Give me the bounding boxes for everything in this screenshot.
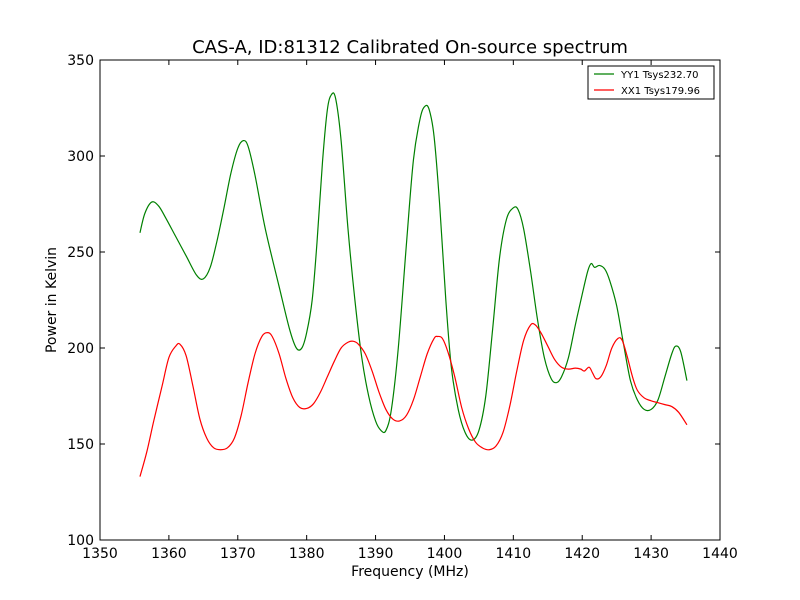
y-tick-label-0: 100 (67, 533, 94, 549)
y-tick-label-5: 350 (67, 53, 94, 69)
legend: YY1 Tsys232.70 XX1 Tsys179.96 (587, 65, 715, 100)
x-tick-label-2: 1370 (220, 546, 256, 562)
y-tick-label-4: 300 (67, 149, 94, 165)
x-tick-label-9: 1440 (702, 546, 738, 562)
chart-title: CAS-A, ID:81312 Calibrated On-source spe… (192, 37, 628, 58)
series-line-yy1 (139, 92, 688, 441)
x-tick-label-8: 1430 (633, 546, 669, 562)
y-tick-label-3: 250 (67, 245, 94, 261)
series-line-xx1 (139, 322, 688, 477)
x-tick-label-6: 1410 (496, 546, 532, 562)
x-tick-label-5: 1400 (427, 546, 463, 562)
x-tick-label-0: 1350 (82, 546, 118, 562)
axis-ticks: 1350 1360 1370 1380 1390 1400 1410 1420 1430 1440… (67, 53, 738, 562)
x-tick-label-1: 1360 (151, 546, 187, 562)
legend-label-yy1: YY1 Tsys232.70 (620, 70, 699, 81)
x-tick-label-3: 1380 (289, 546, 325, 562)
y-tick-label-1: 150 (67, 437, 94, 453)
y-tick-label-2: 200 (67, 341, 94, 357)
legend-label-xx1: XX1 Tsys179.96 (621, 86, 700, 97)
x-tick-label-4: 1390 (358, 546, 394, 562)
y-axis-label: Power in Kelvin (44, 247, 60, 353)
series-lines (139, 92, 688, 477)
x-tick-label-7: 1420 (564, 546, 600, 562)
x-axis-label: Frequency (MHz) (351, 564, 469, 580)
plot-frame (99, 59, 721, 541)
legend-box (587, 65, 715, 100)
